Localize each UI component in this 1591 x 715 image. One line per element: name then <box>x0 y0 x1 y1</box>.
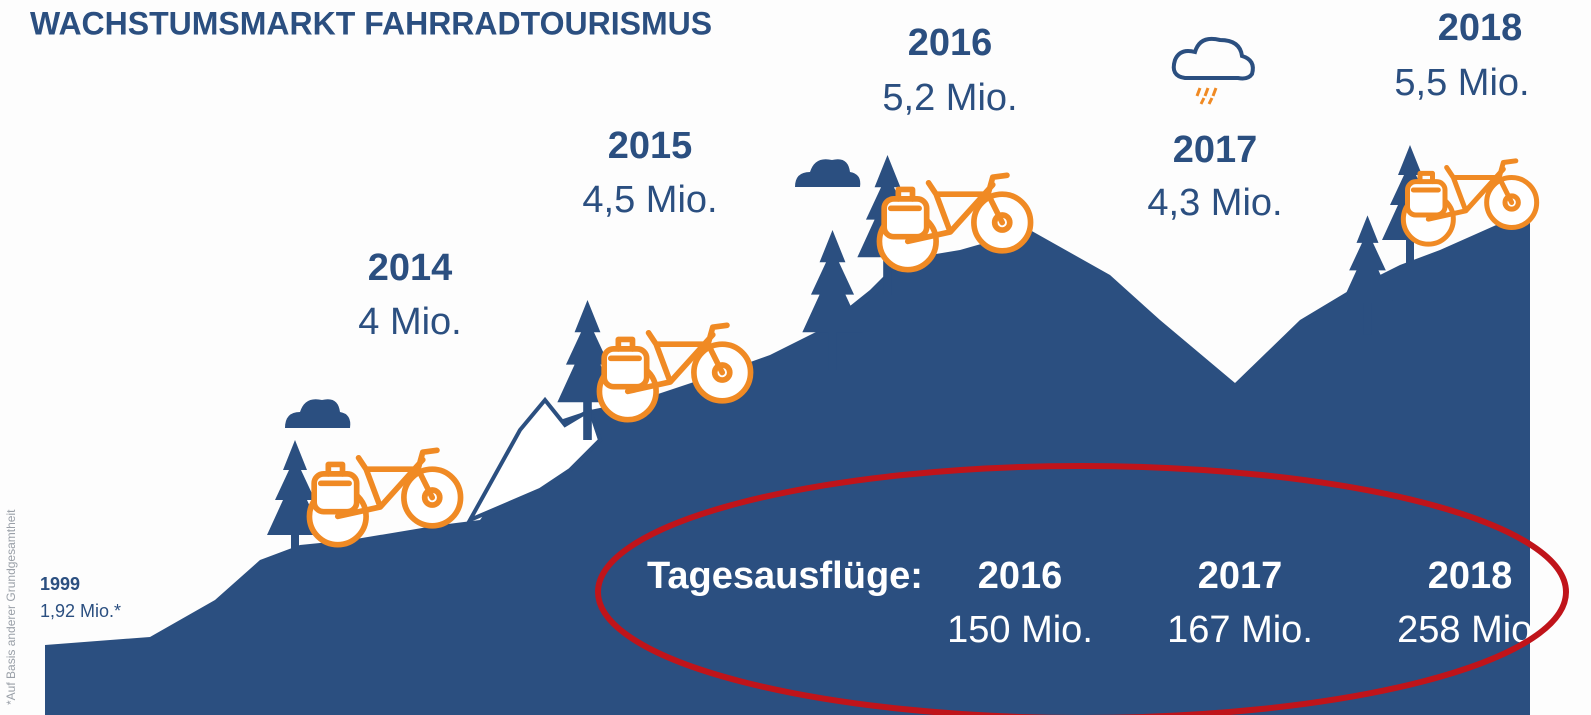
milestone-value: 1,92 Mio.* <box>40 601 121 621</box>
day-trips-year: 2017 <box>1198 555 1283 597</box>
day-trips-value: 150 Mio. <box>947 609 1093 651</box>
milestone-value: 4,3 Mio. <box>1147 182 1282 224</box>
milestone-value: 5,5 Mio. <box>1394 62 1529 104</box>
rain-cloud <box>1171 36 1255 81</box>
milestone-value: 5,2 Mio. <box>882 77 1017 119</box>
rain <box>1195 87 1218 105</box>
milestone-value: 4,5 Mio. <box>582 179 717 221</box>
day-trips-year: 2018 <box>1428 555 1513 597</box>
milestone-year: 2017 <box>1173 129 1258 171</box>
cloud <box>795 159 861 187</box>
day-trips-year: 2016 <box>978 555 1063 597</box>
footnote: *Auf Basis anderer Grundgesamtheit <box>4 509 18 705</box>
milestone-year: 2016 <box>908 22 993 64</box>
cloud <box>285 399 351 428</box>
milestone-value: 4 Mio. <box>358 301 461 343</box>
day-trips-label: Tagesausflüge: <box>647 555 923 597</box>
milestone-year: 1999 <box>40 574 80 594</box>
day-trips-value: 167 Mio. <box>1167 609 1313 651</box>
milestone-year: 2014 <box>368 247 453 289</box>
highlight-ellipse <box>595 463 1569 715</box>
mountain <box>45 210 1530 715</box>
title: WACHSTUMSMARKT FAHRRADTOURISMUS <box>30 5 712 41</box>
milestone-year: 2015 <box>608 125 693 167</box>
milestone-year: 2018 <box>1438 7 1523 49</box>
